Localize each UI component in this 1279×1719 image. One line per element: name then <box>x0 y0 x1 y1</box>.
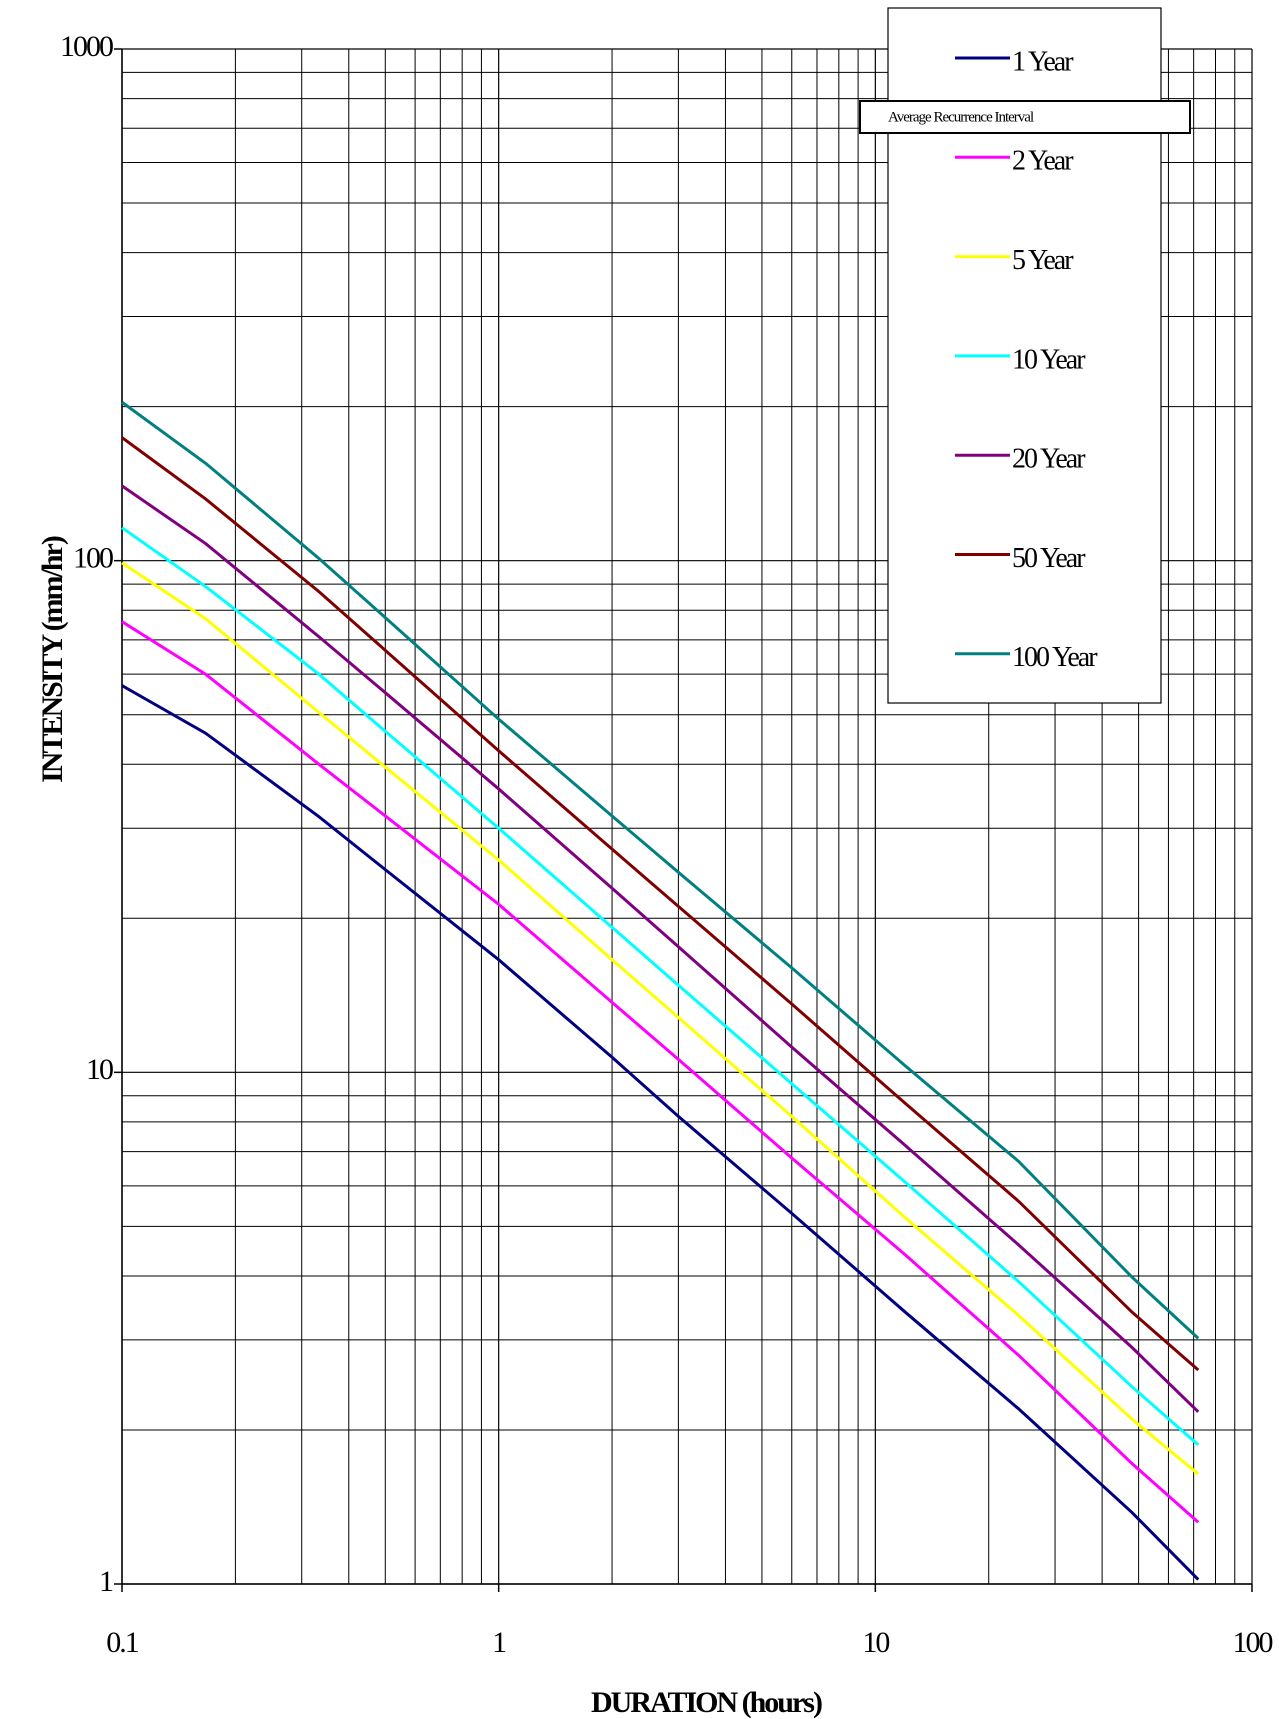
y-axis-title: INTENSITY (mm/hr) <box>36 536 69 783</box>
x-tick-label: 100 <box>1233 1626 1273 1659</box>
series-line <box>122 686 1198 1580</box>
legend-label: 10 Year <box>1012 344 1086 375</box>
y-tick-label: 100 <box>73 542 113 575</box>
legend-label: 100 Year <box>1012 642 1098 673</box>
y-tick-label: 1 <box>99 1565 113 1598</box>
legend-label: 50 Year <box>1012 543 1086 574</box>
legend: 1 Year 2 Year 5 Year 10 Year 20 Year 50 Year 1… <box>860 8 1190 703</box>
legend-label: 1 Year <box>1012 46 1074 77</box>
chart: DURATION (hours) INTENSITY (mm/hr) 0.1 1 1… <box>0 0 1279 1719</box>
legend-label: 2 Year <box>1012 146 1074 177</box>
legend-title: Average Recurrence Interval <box>888 109 1034 125</box>
legend-label: 20 Year <box>1012 444 1086 475</box>
x-tick-label: 1 <box>492 1626 506 1659</box>
x-tick-label: 10 <box>862 1626 889 1659</box>
y-tick-label: 1000 <box>60 30 113 63</box>
y-tick-label: 10 <box>86 1053 113 1086</box>
legend-label: 5 Year <box>1012 245 1074 276</box>
x-tick-label: 0.1 <box>106 1626 139 1659</box>
x-axis-title: DURATION (hours) <box>591 1686 822 1719</box>
